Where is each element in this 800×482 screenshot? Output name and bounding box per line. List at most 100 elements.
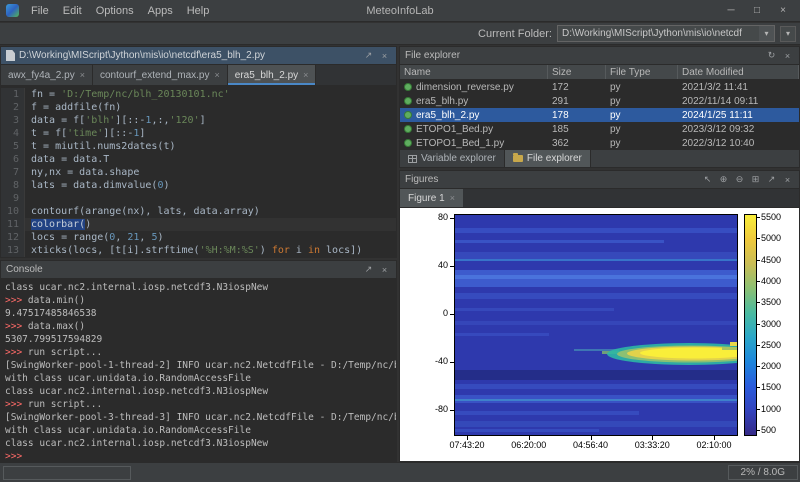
chevron-down-icon[interactable]: ▾ [759,26,774,41]
float-icon[interactable]: ↗ [765,173,778,186]
menu-help[interactable]: Help [180,3,217,19]
tab-close-icon[interactable]: × [303,70,308,80]
column-header[interactable]: Date Modified [678,65,799,79]
console-header-icons: ↗× [362,263,391,276]
menu-bar: FileEditOptionsAppsHelp [24,3,216,19]
code-line: 9 [1,192,396,205]
code-area[interactable]: 1fn = 'D:/Temp/nc/blh_20130101.nc'2f = a… [1,86,396,257]
console-line: class ucar.nc2.internal.iosp.netcdf3.N3i… [5,281,392,294]
editor-header-icons: ↗× [362,49,391,62]
zoom-out-icon[interactable]: ⊖ [733,173,746,186]
figure-canvas[interactable]: 80400-40-8007:43:2006:20:0004:56:4003:33… [400,208,799,461]
close-button[interactable]: × [770,2,796,20]
console-line: 5307.799517594829 [5,333,392,346]
colorbar-tick-label: 5500 [761,212,781,222]
py-file-icon [404,125,412,133]
y-tick-mark [450,314,454,315]
x-tick-mark [529,436,530,440]
console-line: >>> data.min() [5,294,392,307]
code-text: fn = 'D:/Temp/nc/blh_20130101.nc' [25,88,230,101]
table-row[interactable]: era5_blh_2.py178py2024/1/25 11:11 [400,108,799,122]
x-tick-mark [652,436,653,440]
table-row[interactable]: dimension_reverse.py172py2021/3/2 11:41 [400,80,799,94]
colorbar-tick-mark [757,387,760,388]
select-icon[interactable]: ↖ [701,173,714,186]
file-name-cell: ETOPO1_Bed_1.py [400,138,548,149]
console-line: with class ucar.unidata.io.RandomAccessF… [5,424,392,437]
minimize-button[interactable]: ─ [718,2,744,20]
maximize-button[interactable]: □ [744,2,770,20]
app-logo-icon [6,4,19,17]
tab-label: contourf_extend_max.py [100,70,210,81]
tab-label: Variable explorer [421,153,496,164]
line-number: 6 [1,153,25,166]
console-output[interactable]: class ucar.nc2.internal.iosp.netcdf3.N3i… [1,279,396,461]
code-line: 2f = addfile(fn) [1,101,396,114]
x-tick-mark [714,436,715,440]
browse-folder-button[interactable]: ▾ [780,26,796,42]
file-type: py [606,138,678,149]
close-icon[interactable]: × [378,49,391,62]
folder-icon [513,155,523,162]
column-header[interactable]: Size [548,65,606,79]
file-explorer-header-icons: ↻× [765,49,794,62]
tab-close-icon[interactable]: × [215,70,220,80]
tab-file-explorer[interactable]: File explorer [505,150,591,167]
code-line: 5t = miutil.nums2dates(t) [1,140,396,153]
menu-edit[interactable]: Edit [56,3,89,19]
close-icon[interactable]: × [378,263,391,276]
table-row[interactable]: era5_blh.py291py2022/11/14 09:11 [400,94,799,108]
line-number: 8 [1,179,25,192]
code-line: 1fn = 'D:/Temp/nc/blh_20130101.nc' [1,88,396,101]
editor-tab[interactable]: era5_blh_2.py × [228,65,317,85]
py-file-icon [404,83,412,91]
table-row[interactable]: ETOPO1_Bed.py185py2023/3/12 09:32 [400,122,799,136]
status-segment [3,466,131,480]
console-line: >>> run script... [5,346,392,359]
column-header[interactable]: File Type [606,65,678,79]
float-icon[interactable]: ↗ [362,49,375,62]
code-text: ny,nx = data.shape [25,166,139,179]
file-date: 2022/11/14 09:11 [678,96,799,107]
grid-icon [408,155,417,163]
console-title: Console [6,264,43,275]
title-bar: FileEditOptionsAppsHelp MeteoInfoLab ─□× [0,0,800,22]
current-folder-label: Current Folder: [478,28,552,40]
refresh-icon[interactable]: ↻ [765,49,778,62]
menu-options[interactable]: Options [89,3,141,19]
column-header[interactable]: Name [400,65,548,79]
code-text [25,192,31,205]
line-number: 11 [1,218,25,231]
editor-tab[interactable]: awx_fy4a_2.py × [1,65,93,85]
close-icon[interactable]: × [781,173,794,186]
memory-indicator[interactable]: 2% / 8.0G [728,465,798,480]
code-text: lats = data.dimvalue(0) [25,179,170,192]
tab-close-icon[interactable]: × [80,70,85,80]
file-date: 2024/1/25 11:11 [678,110,799,121]
table-row[interactable]: ETOPO1_Bed_1.py362py2022/3/12 10:40 [400,136,799,149]
console-line: [SwingWorker-pool-3-thread-3] INFO ucar.… [5,411,392,424]
file-name: era5_blh.py [416,96,468,107]
line-number: 5 [1,140,25,153]
file-date: 2023/3/12 09:32 [678,124,799,135]
current-folder-path: D:\Working\MIScript\Jython\mis\io\netcdf [558,28,759,39]
tab-close-icon[interactable]: × [450,193,455,203]
colorbar-tick-label: 1500 [761,382,781,392]
tab-variable-explorer[interactable]: Variable explorer [400,150,505,167]
current-folder-combobox[interactable]: D:\Working\MIScript\Jython\mis\io\netcdf… [557,25,775,42]
y-tick-mark [450,410,454,411]
tab-label: era5_blh_2.py [235,70,298,81]
file-name-cell: ETOPO1_Bed.py [400,124,548,135]
zoom-in-icon[interactable]: ⊕ [717,173,730,186]
tab-label: awx_fy4a_2.py [8,70,75,81]
menu-file[interactable]: File [24,3,56,19]
figure-tab[interactable]: Figure 1 × [400,189,463,207]
console-header: Console ↗× [1,261,396,279]
colorbar-tick-mark [757,238,760,239]
colorbar-tick-mark [757,409,760,410]
full-extent-icon[interactable]: ⊞ [749,173,762,186]
float-icon[interactable]: ↗ [362,263,375,276]
menu-apps[interactable]: Apps [141,3,180,19]
close-icon[interactable]: × [781,49,794,62]
editor-tab[interactable]: contourf_extend_max.py × [93,65,228,85]
